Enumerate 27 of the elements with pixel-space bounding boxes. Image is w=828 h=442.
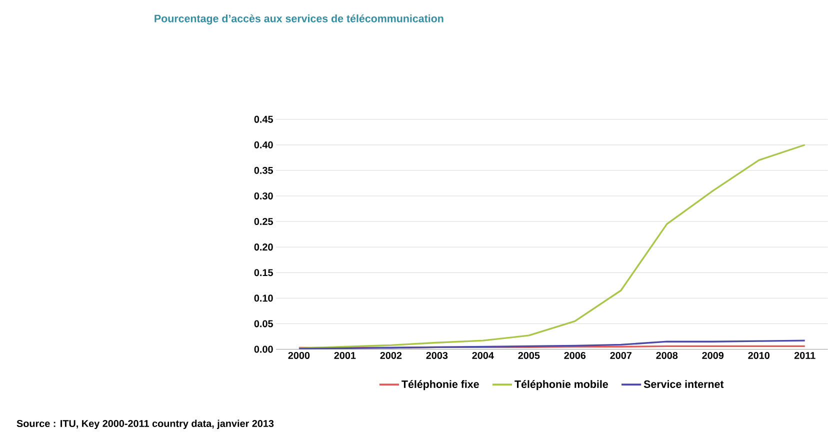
x-tick-label: 2006: [564, 352, 586, 359]
chart-title: Pourcentage d’accès aux services de télécommunication: [154, 14, 444, 24]
legend-label: Service internet: [644, 380, 724, 388]
y-tick-label: 0.05: [254, 320, 273, 328]
x-tick-label: 2007: [610, 352, 632, 359]
legend-label: Téléphonie mobile: [514, 380, 608, 390]
x-tick-label: 2009: [702, 352, 724, 359]
x-tick-label: 2004: [472, 352, 494, 359]
x-tick-label: 2005: [518, 352, 540, 359]
x-tick-label: 2001: [334, 352, 356, 359]
x-tick-label: 2002: [380, 352, 402, 359]
y-tick-label: 0.15: [254, 268, 273, 276]
x-tick-label: 2003: [426, 352, 448, 359]
y-tick-label: 0.30: [254, 192, 273, 200]
source-note: Source : ITU, Key 2000-2011 country data, janvier 2013: [16, 420, 274, 429]
y-tick-label: 0.25: [254, 218, 273, 225]
x-tick-label: 2000: [288, 352, 310, 359]
x-tick-label: 2008: [656, 352, 678, 359]
y-tick-label: 0.00: [254, 346, 273, 353]
x-tick-label: 2010: [748, 352, 770, 359]
legend-label: Téléphonie fixe: [402, 380, 479, 390]
y-tick-label: 0.35: [254, 166, 273, 174]
y-tick-label: 0.45: [254, 116, 273, 123]
x-tick-label: 2011: [794, 352, 816, 359]
y-tick-label: 0.10: [254, 294, 273, 302]
y-tick-label: 0.20: [254, 243, 273, 250]
y-tick-label: 0.40: [254, 141, 273, 148]
